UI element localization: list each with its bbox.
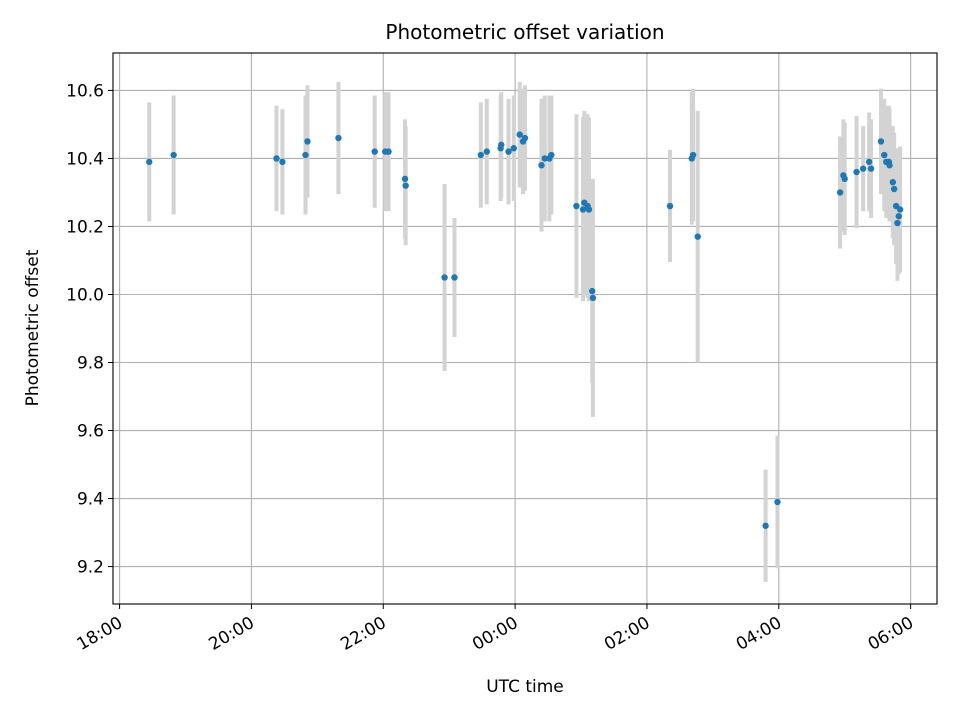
data-point bbox=[889, 179, 897, 186]
data-point bbox=[335, 134, 342, 142]
x-tick-label: 04:00 bbox=[733, 613, 785, 655]
data-points bbox=[146, 131, 904, 529]
data-point bbox=[516, 131, 523, 138]
y-tick-label: 10.6 bbox=[66, 81, 104, 101]
y-axis-ticks: 9.2 9.4 9.6 9.8 10.0 10.2 10.4 10.6 bbox=[66, 81, 113, 578]
data-point bbox=[538, 162, 545, 169]
data-point bbox=[279, 158, 286, 166]
y-tick-label: 9.2 bbox=[77, 558, 104, 578]
data-point bbox=[774, 498, 781, 506]
x-tick-label: 22:00 bbox=[337, 613, 389, 655]
x-tick-label: 02:00 bbox=[601, 613, 653, 655]
data-point bbox=[841, 175, 848, 183]
chart-title: Photometric offset variation bbox=[385, 20, 664, 44]
data-point bbox=[521, 134, 529, 142]
data-point bbox=[441, 274, 448, 281]
data-point bbox=[666, 202, 674, 210]
data-point bbox=[836, 189, 844, 196]
x-axis-title: UTC time bbox=[486, 677, 564, 697]
data-point bbox=[304, 138, 311, 145]
error-bars bbox=[147, 81, 903, 582]
y-axis-title: Photometric offset bbox=[23, 249, 43, 406]
y-tick-label: 9.4 bbox=[77, 490, 104, 510]
y-tick-label: 9.8 bbox=[77, 354, 104, 374]
x-tick-label: 20:00 bbox=[205, 613, 257, 655]
data-point bbox=[498, 141, 505, 149]
x-tick-label: 06:00 bbox=[865, 613, 917, 655]
data-point bbox=[877, 138, 885, 145]
y-tick-label: 10.2 bbox=[66, 217, 104, 237]
data-point bbox=[895, 213, 902, 220]
data-point bbox=[865, 158, 873, 166]
data-point bbox=[146, 158, 153, 166]
data-point bbox=[451, 274, 458, 281]
y-tick-label: 10.0 bbox=[66, 285, 104, 305]
data-point bbox=[853, 168, 860, 176]
data-point bbox=[402, 182, 409, 189]
data-point bbox=[302, 151, 309, 159]
data-point bbox=[385, 148, 392, 155]
data-point bbox=[890, 185, 898, 193]
data-point bbox=[896, 206, 904, 213]
data-point bbox=[579, 206, 587, 213]
y-tick-label: 10.4 bbox=[66, 149, 104, 169]
data-point bbox=[762, 522, 769, 529]
data-point bbox=[371, 148, 378, 155]
data-point bbox=[867, 165, 875, 172]
y-tick-label: 9.6 bbox=[77, 422, 104, 442]
data-point bbox=[505, 148, 512, 155]
x-tick-label: 00:00 bbox=[469, 613, 521, 655]
data-point bbox=[589, 294, 597, 302]
data-point bbox=[573, 202, 580, 210]
data-point bbox=[886, 162, 893, 169]
plot-area-frame bbox=[112, 52, 938, 605]
data-point bbox=[541, 155, 548, 162]
data-point bbox=[401, 175, 409, 183]
data-point bbox=[510, 145, 517, 152]
x-tick-label: 18:00 bbox=[74, 613, 126, 655]
data-point bbox=[477, 151, 485, 159]
data-point bbox=[170, 151, 177, 159]
data-point bbox=[694, 233, 701, 240]
data-point bbox=[483, 148, 490, 155]
data-point bbox=[273, 155, 280, 162]
data-point bbox=[689, 151, 697, 159]
data-point bbox=[881, 151, 888, 159]
data-point bbox=[548, 151, 555, 159]
data-point bbox=[894, 219, 901, 227]
data-point bbox=[589, 287, 596, 295]
data-point bbox=[859, 165, 867, 172]
data-point bbox=[585, 206, 593, 213]
x-axis-ticks: 18:00 20:00 22:00 00:00 02:00 04:00 06:00 bbox=[74, 604, 917, 655]
